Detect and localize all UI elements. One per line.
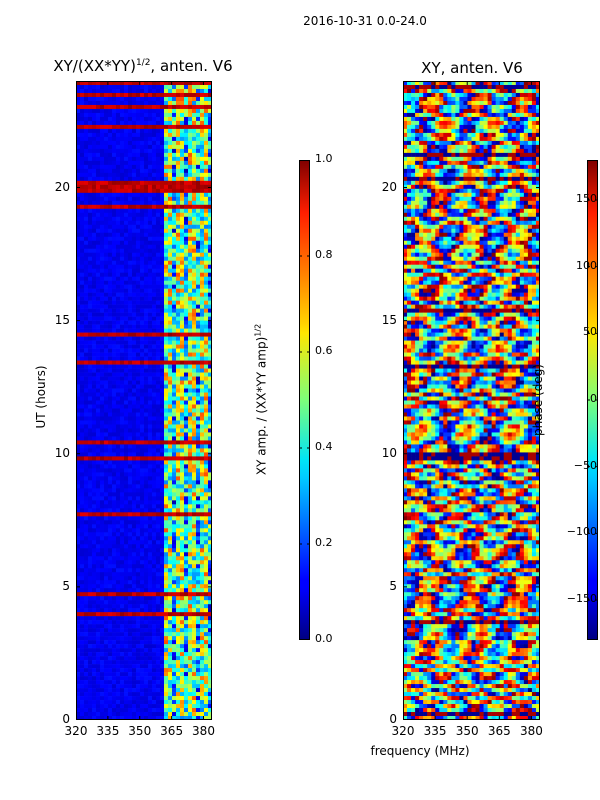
phase-heatmap bbox=[403, 81, 540, 720]
amplitude-y-axis-label: UT (hours) bbox=[34, 365, 48, 429]
phase-y-tick-label: 0 bbox=[389, 712, 397, 726]
colorbar-tick-label: −50 bbox=[573, 458, 597, 472]
colorbar-tick-label: 0.2 bbox=[315, 536, 333, 549]
amplitude-colorbar-label: XY amp. / (XX*YY amp)1/2 bbox=[254, 310, 269, 490]
phase-x-tick-label: 380 bbox=[519, 724, 543, 738]
colorbar-tick-label: 0.8 bbox=[315, 248, 333, 261]
amplitude-colorbar bbox=[299, 160, 310, 640]
amplitude-title-exponent: 1/2 bbox=[135, 58, 151, 68]
amplitude-colorbar-gradient bbox=[299, 160, 310, 640]
phase-x-tick-label: 350 bbox=[455, 724, 479, 738]
phase-y-tick-label: 20 bbox=[381, 179, 397, 194]
amplitude-y-tick-label: 15 bbox=[54, 312, 70, 327]
phase-y-tick-label: 15 bbox=[381, 312, 397, 327]
phase-colorbar-gradient bbox=[587, 160, 598, 640]
colorbar-tick-label: 100 bbox=[576, 258, 597, 272]
colorbar-tick-label: 0.4 bbox=[315, 440, 333, 453]
phase-x-tick-label: 365 bbox=[487, 724, 511, 738]
amplitude-y-tick-label: 20 bbox=[54, 179, 70, 194]
phase-tick-marks bbox=[403, 81, 540, 720]
colorbar-tick-label: 0.0 bbox=[315, 632, 333, 645]
colorbar-tick-label: 150 bbox=[576, 192, 597, 205]
colorbar-tick-label: 0.6 bbox=[315, 344, 333, 357]
phase-x-tick-label: 320 bbox=[391, 724, 415, 738]
amplitude-axes-border bbox=[76, 81, 212, 720]
colorbar-tick-label: −100 bbox=[566, 525, 597, 539]
phase-panel-title: XY, anten. V6 bbox=[421, 59, 523, 77]
phase-x-tick-label: 335 bbox=[423, 724, 447, 738]
figure-suptitle: 2016-10-31 0.0-24.0 bbox=[303, 14, 427, 28]
phase-axes-border bbox=[403, 81, 540, 720]
colorbar-tick-label: 1.0 bbox=[315, 152, 333, 165]
phase-colorbar-label: phase (deg) bbox=[531, 364, 545, 437]
phase-plot-frame bbox=[403, 81, 540, 720]
amplitude-x-tick-label: 380 bbox=[192, 724, 215, 738]
amplitude-x-tick-label: 365 bbox=[160, 724, 184, 738]
phase-colorbar-ticks bbox=[587, 199, 598, 601]
amplitude-colorbar-ticks bbox=[299, 160, 310, 640]
amplitude-x-tick-label: 335 bbox=[96, 724, 120, 738]
colorbar-tick-label: 0 bbox=[590, 392, 597, 405]
amplitude-y-tick-label: 10 bbox=[54, 445, 70, 460]
phase-y-tick-label: 5 bbox=[389, 578, 397, 593]
phase-x-axis-label: frequency (MHz) bbox=[370, 744, 470, 758]
amplitude-title-main: XY/(XX*YY) bbox=[53, 57, 136, 75]
amplitude-x-tick-label: 320 bbox=[64, 724, 88, 738]
amplitude-plot-frame bbox=[76, 81, 212, 720]
amplitude-y-tick-label: 0 bbox=[62, 712, 70, 726]
amplitude-y-tick-label: 5 bbox=[62, 578, 70, 593]
amplitude-panel-title: XY/(XX*YY)1/2, anten. V6 bbox=[30, 57, 256, 75]
phase-y-tick-label: 10 bbox=[381, 445, 397, 460]
phase-colorbar bbox=[587, 160, 598, 640]
amplitude-colorbar-border bbox=[299, 160, 310, 640]
amplitude-colorbar-label-main: XY amp. / (XX*YY amp) bbox=[254, 336, 269, 476]
amplitude-title-rest: , anten. V6 bbox=[150, 57, 233, 75]
amplitude-colorbar-label-exponent: 1/2 bbox=[253, 323, 263, 337]
amplitude-tick-marks bbox=[76, 81, 212, 720]
amplitude-heatmap bbox=[76, 81, 212, 720]
colorbar-tick-label: −150 bbox=[566, 592, 597, 605]
amplitude-x-tick-label: 350 bbox=[128, 724, 152, 738]
colorbar-tick-label: 50 bbox=[583, 325, 597, 339]
